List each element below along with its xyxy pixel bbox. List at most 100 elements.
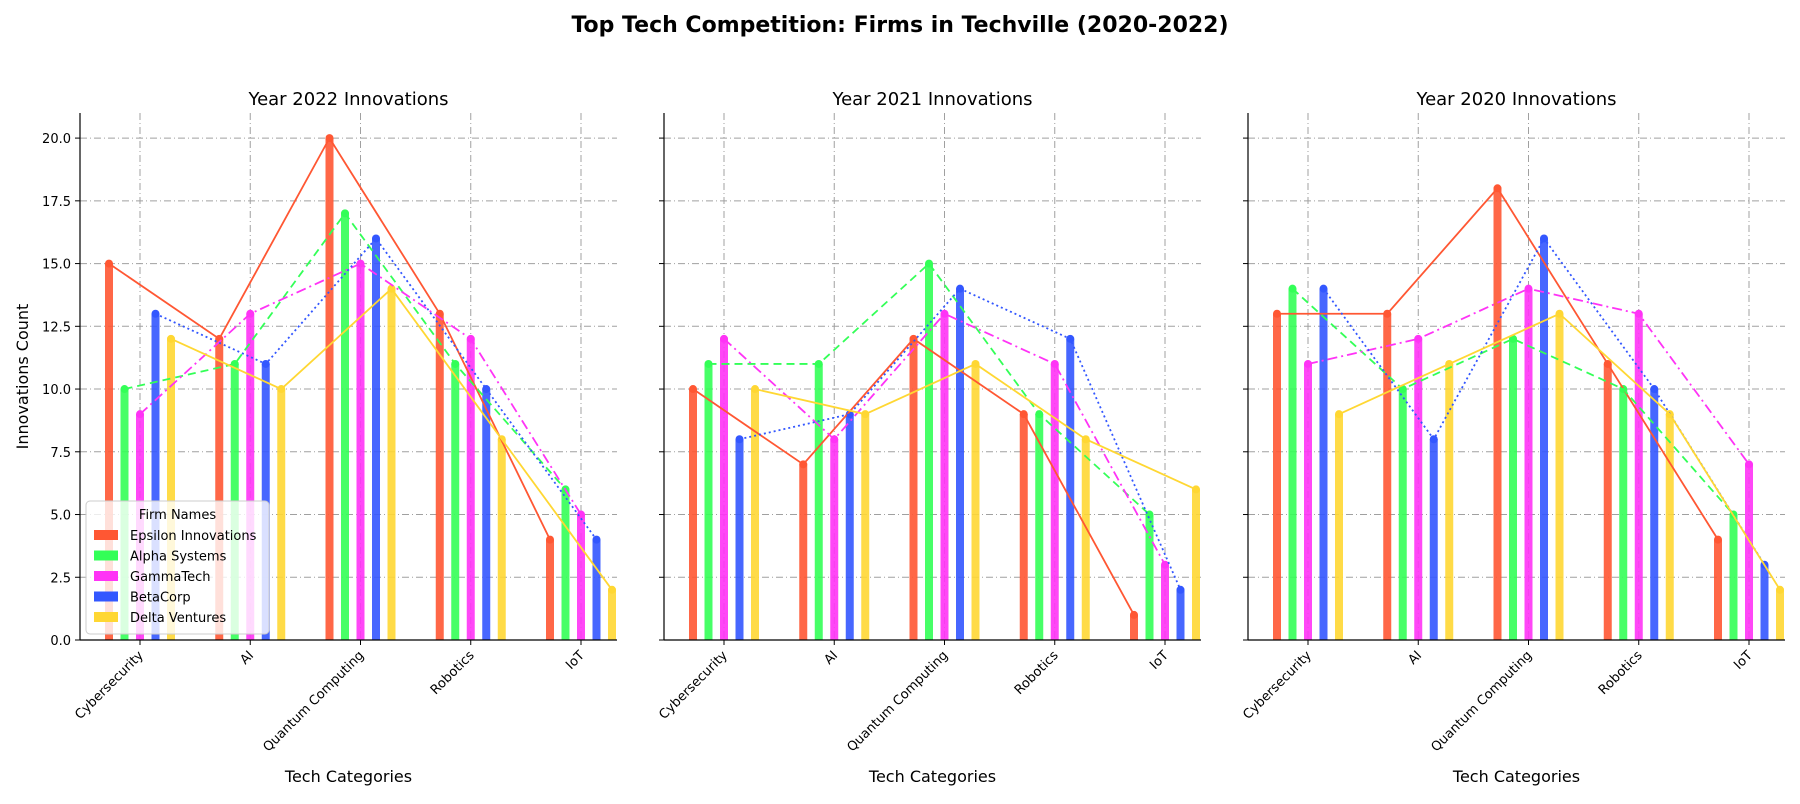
bar (1050, 363, 1059, 640)
x-tick-label: Robotics (1596, 648, 1646, 698)
figure-title: Top Tech Competition: Firms in Techville… (571, 13, 1228, 38)
legend-swatch (94, 591, 118, 602)
x-axis-label: Tech Categories (1452, 767, 1580, 786)
x-tick-label: Quantum Computing (1428, 648, 1535, 755)
bar-cap (356, 259, 365, 268)
bar (1714, 539, 1722, 640)
bar (151, 313, 160, 640)
bar (704, 363, 713, 640)
bar (814, 363, 823, 640)
x-tick-label: AI (237, 648, 257, 668)
y-tick-label: 5.0 (50, 509, 71, 524)
bar (1019, 414, 1028, 640)
y-axis-label: Innovations Count (13, 304, 32, 450)
x-tick-label: Cybersecurity (1240, 648, 1315, 723)
bar-cap (1509, 334, 1517, 343)
series-line (708, 262, 1151, 516)
bar (1776, 589, 1784, 640)
series-line (1277, 186, 1719, 541)
bar (861, 414, 870, 640)
bar (435, 313, 444, 640)
x-axis-label: Tech Categories (284, 767, 412, 786)
bar (1509, 338, 1517, 640)
bar (1335, 414, 1343, 640)
bar (246, 313, 255, 640)
bar-cap (372, 234, 380, 243)
legend-title: Firm Names (139, 508, 216, 523)
bar (356, 263, 365, 640)
panel-title: Year 2021 Innovations (831, 89, 1032, 110)
legend-swatch (94, 612, 118, 622)
bar (1619, 389, 1628, 640)
bar (689, 389, 697, 640)
bar (1398, 389, 1407, 640)
bar (341, 213, 349, 640)
legend-label: Epsilon Innovations (130, 529, 257, 544)
legend-swatch (94, 571, 118, 581)
bar-cap (940, 309, 949, 318)
bar (751, 389, 759, 640)
bar (592, 539, 601, 640)
bar (451, 363, 460, 640)
bar (1319, 288, 1328, 640)
bar (1524, 288, 1533, 640)
x-tick-label: Cybersecurity (72, 648, 147, 723)
bar (1273, 313, 1281, 640)
bar (956, 288, 964, 640)
y-tick-label: 0.0 (50, 634, 71, 649)
bar-cap (1050, 359, 1059, 368)
bar (497, 439, 506, 640)
bar (909, 338, 918, 640)
y-tick-label: 17.5 (42, 195, 71, 210)
bar (577, 514, 585, 640)
y-tick-label: 20.0 (42, 132, 71, 147)
legend-swatch (94, 550, 118, 561)
bar (387, 288, 396, 640)
bar (466, 338, 475, 640)
y-tick-label: 15.0 (42, 258, 71, 273)
bar (1760, 564, 1769, 640)
series-line (155, 237, 598, 541)
bar (1066, 338, 1075, 640)
series-line (1307, 287, 1750, 465)
bar-cap (230, 359, 239, 368)
bar (1304, 363, 1312, 640)
bar (971, 363, 980, 640)
bar (940, 313, 949, 640)
series-line (754, 362, 1197, 491)
bar (1161, 564, 1169, 640)
bar (1288, 288, 1297, 640)
legend-label: GammaTech (130, 570, 210, 585)
bar (1745, 464, 1753, 640)
bar (1035, 414, 1044, 640)
x-tick-label: Cybersecurity (656, 648, 731, 723)
x-tick-label: IoT (1147, 648, 1172, 673)
bar (830, 439, 839, 640)
series-line (1338, 312, 1781, 591)
bar (608, 589, 616, 640)
x-tick-label: IoT (1731, 648, 1756, 673)
legend-label: Alpha Systems (130, 550, 227, 565)
legend-label: BetaCorp (130, 591, 191, 606)
bar (925, 263, 933, 640)
legend-box (85, 500, 270, 635)
panel-title: Year 2022 Innovations (247, 89, 448, 110)
bar (1383, 313, 1392, 640)
bar (1414, 338, 1423, 640)
bar (167, 338, 175, 640)
series-line (739, 287, 1182, 591)
bar (1429, 439, 1438, 640)
bar (735, 439, 744, 640)
bar (1145, 514, 1154, 640)
bar (546, 539, 554, 640)
panel-title: Year 2020 Innovations (1415, 89, 1616, 110)
bar (105, 263, 113, 640)
y-tick-label: 2.5 (50, 571, 71, 586)
bar (215, 338, 224, 640)
bar (1729, 514, 1738, 640)
y-tick-label: 10.0 (42, 383, 71, 398)
bar (1555, 313, 1564, 640)
y-tick-label: 7.5 (50, 446, 71, 461)
